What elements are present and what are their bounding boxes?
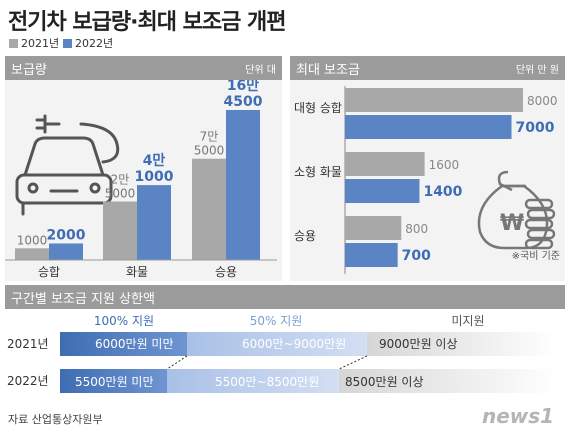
- supply-panel-header: 보급량 단위 대: [5, 56, 282, 80]
- subsidy-bar-소형 화물-2022년: [345, 179, 420, 203]
- tier-year-2021: 2021년: [7, 337, 49, 351]
- money-bag-icon: ₩: [477, 170, 556, 250]
- supply-label-승합-2022년-line-0: 2000: [47, 227, 86, 243]
- supply-bar-승합-2021년: [15, 248, 49, 260]
- subsidy-value-승용-2022년: 700: [402, 248, 431, 264]
- tier-level-full: 100% 지원: [94, 314, 154, 328]
- supply-bar-화물-2021년: [103, 201, 137, 260]
- supply-category-화물: 화물: [126, 265, 148, 279]
- supply-label-승용-2022년-line-0: 16만: [227, 80, 259, 94]
- tier-level-half: 50% 지원: [250, 314, 303, 328]
- tier-2021-full-bar: [60, 332, 187, 356]
- source-text: 자료 산업통상자원부: [8, 413, 103, 426]
- supply-label-승용-2021년-line-1: 5000: [194, 144, 225, 158]
- tier-2021-none: 9000만원 이상: [379, 337, 458, 351]
- ev-car-icon: [15, 114, 120, 216]
- subsidy-bar-승용-2021년: [345, 216, 402, 240]
- tier-2022-none-bar: [339, 369, 557, 393]
- subsidy-bar-대형 승합-2022년: [345, 115, 512, 139]
- tier-2022-none: 8500만원 이상: [345, 375, 424, 389]
- tier-header-title: 구간별 보조금 지원 상한액: [11, 291, 155, 307]
- supply-panel-title: 보급량: [11, 62, 47, 78]
- subsidy-category-승용: 승용: [294, 229, 316, 243]
- subsidy-unit: 단위 만 원: [515, 64, 559, 76]
- supply-bar-승합-2022년: [49, 243, 83, 260]
- supply-bar-승용-2021년: [192, 158, 226, 260]
- supply-label-승용-2022년-line-1: 4500: [224, 94, 263, 110]
- legend-swatch-2021: [9, 38, 18, 48]
- tier-connector-half: [338, 355, 368, 370]
- legend-2022: 2022년: [63, 35, 113, 51]
- subsidy-value-소형 화물-2021년: 1600: [429, 158, 460, 172]
- supply-label-승합-2021년-line-0: 1000: [17, 233, 48, 247]
- tier-level-none: 미지원: [451, 314, 484, 328]
- tier-2022-full: 5500만원 미만: [75, 375, 154, 389]
- supply-bar-화물-2022년: [137, 185, 171, 260]
- tier-2022-full-bar: [60, 369, 167, 393]
- subsidy-value-대형 승합-2022년: 7000: [516, 120, 555, 136]
- tier-header: 구간별 보조금 지원 상한액: [5, 285, 565, 309]
- subsidy-bar-소형 화물-2021년: [345, 152, 425, 176]
- tier-2022-half-bar: [167, 369, 339, 393]
- supply-label-화물-2022년-line-1: 1000: [135, 169, 174, 185]
- tier-2021-half-bar: [187, 332, 367, 356]
- supply-unit: 단위 대: [245, 64, 276, 76]
- svg-text:₩: ₩: [500, 211, 524, 236]
- subsidy-note: ※국비 기준: [512, 250, 560, 262]
- subsidy-bar-대형 승합-2021년: [345, 88, 523, 112]
- subsidy-value-대형 승합-2021년: 8000: [527, 94, 558, 108]
- supply-category-승합: 승합: [38, 265, 60, 279]
- supply-label-승용-2021년-line-0: 7만: [200, 130, 219, 144]
- tier-2021-none-bar: [367, 332, 557, 356]
- tier-2021-full: 6000만원 미만: [95, 337, 174, 351]
- subsidy-bar-승용-2022년: [345, 243, 398, 267]
- legend-label-2022: 2022년: [75, 37, 114, 50]
- tier-chart: 100% 지원 50% 지원 미지원 2021년 6000만원 미만 6000만…: [7, 314, 557, 393]
- news1-logo: news1: [482, 404, 555, 428]
- supply-category-승용: 승용: [215, 265, 237, 279]
- subsidy-panel-title: 최대 보조금: [296, 62, 360, 78]
- supply-label-화물-2021년-line-1: 5000: [105, 187, 136, 201]
- subsidy-category-대형 승합: 대형 승합: [294, 101, 342, 115]
- subsidy-category-소형 화물: 소형 화물: [294, 165, 342, 179]
- tier-connector-full: [166, 355, 188, 370]
- tier-2022-half: 5500만~8500만원: [215, 375, 319, 389]
- subsidy-chart: ₩ ※국비 기준 대형 승합 8000 7000 소형 화물 1600 1400 승용 800…: [294, 86, 560, 274]
- supply-label-화물-2021년-line-0: 2만: [111, 173, 130, 187]
- subsidy-value-소형 화물-2022년: 1400: [423, 184, 462, 200]
- tier-year-2022: 2022년: [7, 374, 49, 388]
- chart-title: 전기차 보급량·최대 보조금 개편: [8, 10, 286, 35]
- supply-label-화물-2022년-line-0: 4만: [143, 153, 166, 169]
- legend-swatch-2022: [63, 38, 72, 48]
- subsidy-panel-header: 최대 보조금 단위 만 원: [290, 56, 565, 80]
- legend-label-2021: 2021년: [21, 37, 60, 50]
- supply-bar-승용-2022년: [226, 110, 260, 260]
- tier-2021-half: 6000만~9000만원: [242, 337, 346, 351]
- subsidy-value-승용-2021년: 800: [405, 222, 428, 236]
- legend-2021: 2021년: [9, 35, 59, 51]
